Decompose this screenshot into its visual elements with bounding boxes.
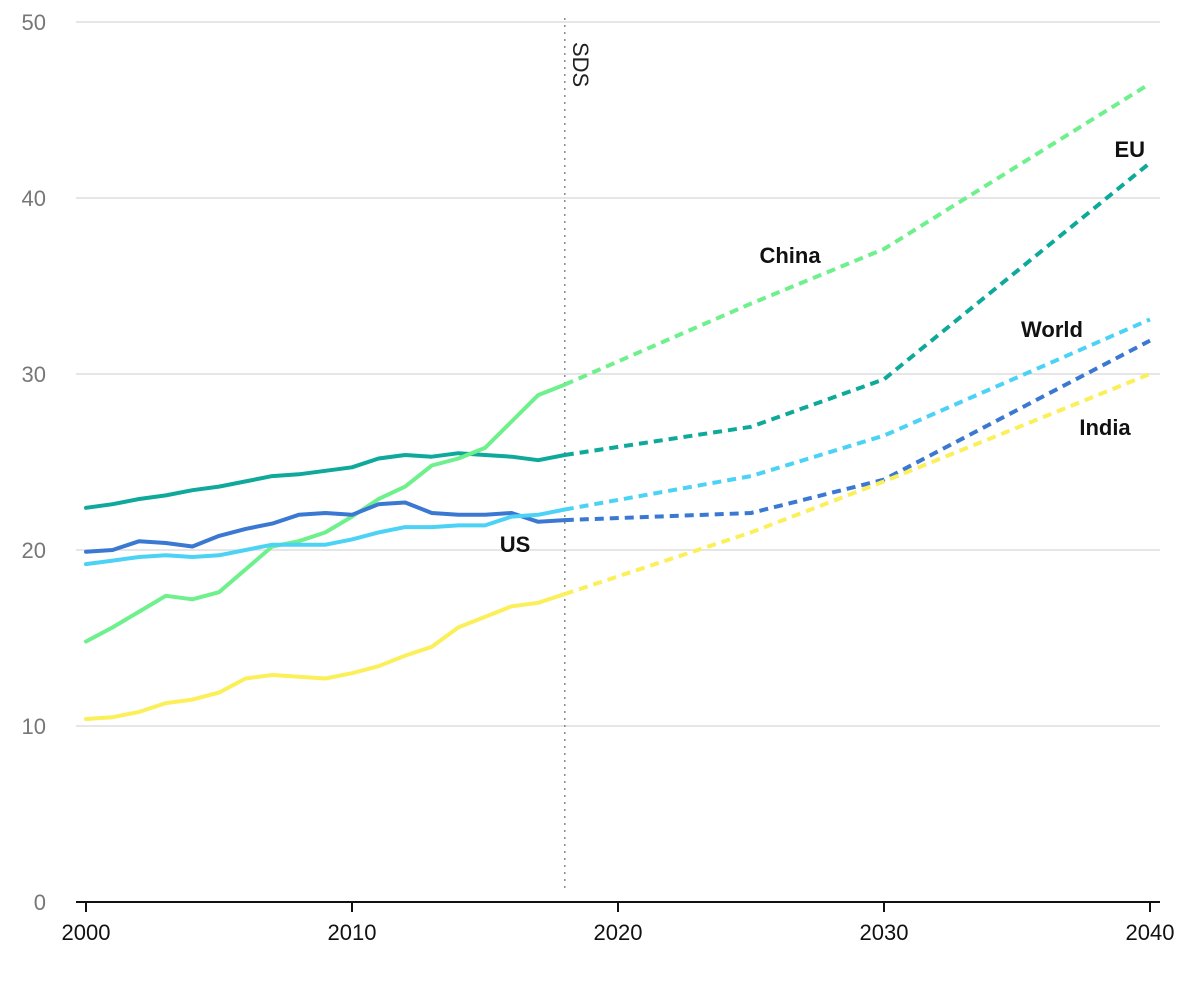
sds-annotation: SDS: [564, 18, 593, 893]
series-line-eu-projection: [564, 161, 1152, 457]
y-tick-label: 0: [34, 890, 46, 915]
x-tick-label: 2040: [1126, 920, 1175, 945]
y-tick-label: 20: [22, 538, 46, 563]
x-tick-label: 2000: [62, 920, 111, 945]
series-line-china-historical: [84, 382, 567, 644]
sds-marker-label: SDS: [568, 42, 593, 87]
x-tick-label: 2020: [594, 920, 643, 945]
y-tick-label: 50: [22, 10, 46, 35]
gridlines: [76, 21, 1160, 727]
y-tick-label: 30: [22, 362, 46, 387]
y-axis-ticks: 0 10 20 30 40 50: [22, 10, 46, 915]
series-line-india-projection: [564, 372, 1151, 596]
x-axis: 2000 2010 2020 2030 2040: [62, 901, 1175, 945]
series-line-world-historical: [84, 507, 567, 567]
series-line-china-projection: [564, 81, 1152, 387]
y-tick-label: 10: [22, 714, 46, 739]
series-label-china: China: [759, 243, 821, 268]
series-line-us-historical: [84, 500, 567, 554]
series-label-world: World: [1021, 317, 1083, 342]
y-tick-label: 40: [22, 186, 46, 211]
series-label-us: US: [500, 532, 531, 557]
series-lines: [84, 81, 1152, 721]
series-line-us-projection: [564, 338, 1151, 523]
series-line-world-projection: [564, 317, 1151, 512]
series-line-eu-historical: [84, 451, 567, 510]
series-label-eu: EU: [1114, 137, 1145, 162]
series-line-india-historical: [84, 592, 567, 721]
series-labels: EU China US World India: [500, 137, 1145, 557]
x-tick-label: 2030: [860, 920, 909, 945]
series-label-india: India: [1079, 415, 1131, 440]
x-tick-label: 2010: [328, 920, 377, 945]
